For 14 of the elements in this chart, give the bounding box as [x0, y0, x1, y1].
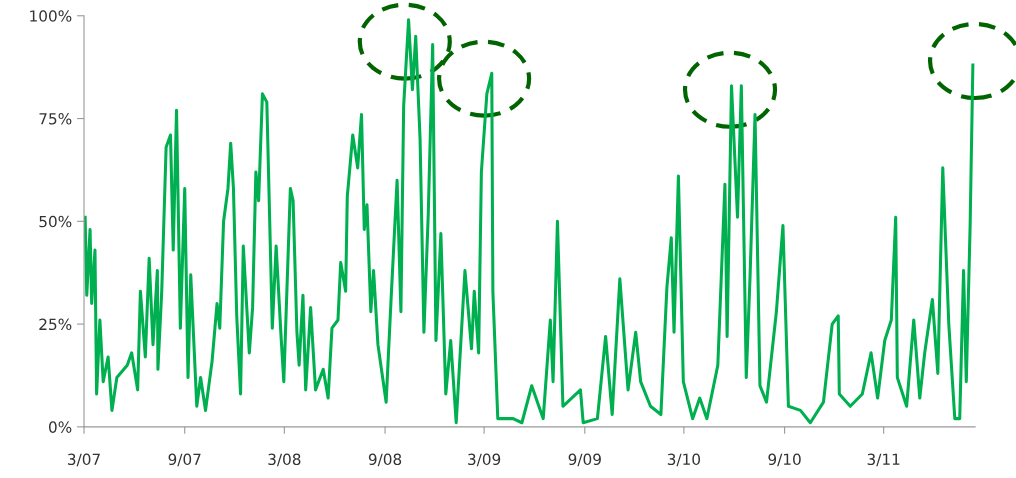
y-tick-label: 100%: [30, 10, 72, 22]
x-tick-label: 9/09: [568, 453, 601, 467]
x-tick-label: 3/08: [268, 453, 301, 467]
y-tick-label: 25%: [39, 318, 72, 331]
x-tick-label: 9/10: [768, 453, 801, 467]
x-tick-label: 3/09: [468, 453, 501, 467]
x-tick-label: 3/10: [667, 453, 701, 467]
y-tick-label: 50%: [39, 215, 72, 228]
y-tick-label: 0%: [48, 421, 72, 433]
y-tick-label: 75%: [39, 113, 72, 125]
x-tick-label: 9/08: [368, 453, 402, 467]
x-tick-label: 3/07: [68, 453, 100, 467]
x-tick-label: 9/07: [168, 453, 201, 467]
x-tick-label: 3/11: [867, 453, 900, 467]
